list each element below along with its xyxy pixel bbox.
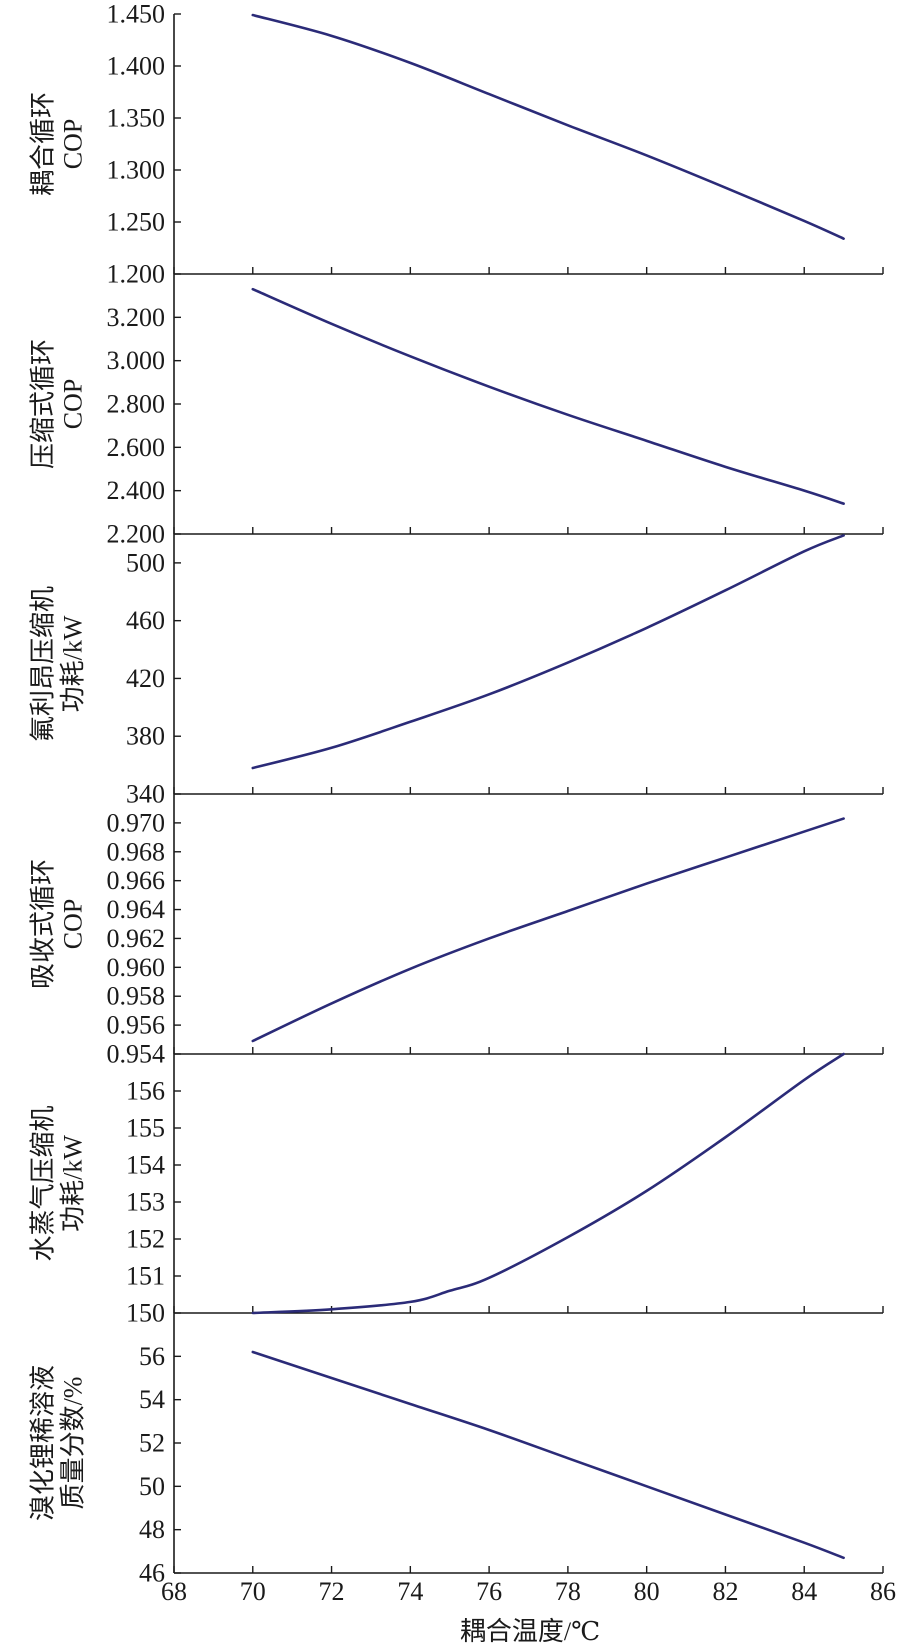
series-line xyxy=(251,1350,845,1560)
y-axis-label-line: COP xyxy=(58,899,87,950)
y-tick-label: 2.800 xyxy=(107,390,166,419)
y-tick-label: 2.400 xyxy=(107,476,166,505)
y-tick-label: 50 xyxy=(139,1472,165,1501)
panel-2: 2.200 2.400 2.600 2.800 3.000 3.200 压缩式循环COP xyxy=(28,274,884,549)
y-tick-label: 154 xyxy=(126,1151,165,1180)
y-axis-label-line: 溴化锂稀溶液 xyxy=(28,1365,57,1521)
x-tick-label: 68 xyxy=(161,1577,187,1606)
y-tick-label: 0.958 xyxy=(107,982,166,1011)
y-tick-label: 0.970 xyxy=(107,808,166,837)
y-tick-label: 46 xyxy=(139,1559,165,1588)
x-tick-label: 82 xyxy=(712,1577,738,1606)
y-tick-label: 0.968 xyxy=(107,837,166,866)
y-tick-label: 156 xyxy=(126,1077,165,1106)
y-tick-label: 460 xyxy=(126,606,165,635)
y-tick-label: 48 xyxy=(139,1515,165,1544)
series-line xyxy=(251,13,845,240)
y-axis-label-line: COP xyxy=(58,119,87,170)
y-tick-label: 56 xyxy=(139,1342,165,1371)
panel-6: 46 48 50 52 54 56 溴化锂稀溶液质量分数/% xyxy=(28,1313,884,1588)
y-tick-label: 340 xyxy=(126,780,165,809)
y-tick-label: 420 xyxy=(126,664,165,693)
x-axis-label: 耦合温度/℃ xyxy=(460,1617,600,1646)
y-tick-label: 1.300 xyxy=(107,156,166,185)
x-tick-label: 74 xyxy=(397,1577,423,1606)
y-tick-label: 1.400 xyxy=(107,52,166,81)
y-axis-label: 压缩式循环COP xyxy=(28,339,87,469)
y-tick-label: 1.250 xyxy=(107,208,166,237)
y-axis-label-line: 吸收式循环 xyxy=(28,859,57,989)
x-tick-label: 84 xyxy=(791,1577,817,1606)
chart-panels: 1.2001.2501.3001.3501.4001.450耦合循环COP2.2… xyxy=(28,0,884,1588)
panel-3: 340 380 420 460 500 氟利昂压缩机功耗/kW xyxy=(28,534,884,809)
y-tick-label: 3.000 xyxy=(107,346,166,375)
panel-5: 150 151 152 153 154 155 156 水蒸气压缩机功耗/kW xyxy=(28,1052,884,1328)
y-axis-label: 氟利昂压缩机功耗/kW xyxy=(28,586,87,742)
y-axis-label: 溴化锂稀溶液质量分数/% xyxy=(28,1365,87,1521)
y-axis-label-line: 功耗/kW xyxy=(58,1135,87,1232)
y-tick-label: 0.954 xyxy=(107,1040,166,1069)
y-tick-label: 2.600 xyxy=(107,433,166,462)
x-tick-label: 76 xyxy=(476,1577,502,1606)
y-axis-label-line: 水蒸气压缩机 xyxy=(28,1105,57,1261)
series-line xyxy=(251,1052,845,1315)
y-tick-label: 3.200 xyxy=(107,303,166,332)
y-tick-label: 0.964 xyxy=(107,895,166,924)
y-tick-label: 0.960 xyxy=(107,953,166,982)
series-line xyxy=(251,817,845,1043)
y-tick-label: 1.450 xyxy=(107,0,166,29)
y-axis-label-line: 压缩式循环 xyxy=(28,339,57,469)
y-tick-label: 153 xyxy=(126,1188,165,1217)
y-tick-label: 150 xyxy=(126,1299,165,1328)
y-axis-label: 水蒸气压缩机功耗/kW xyxy=(28,1105,87,1261)
x-axis: 68 70 72 74 76 78 80 82 84 86 xyxy=(161,1577,896,1606)
y-tick-label: 0.956 xyxy=(107,1011,166,1040)
y-tick-label: 500 xyxy=(126,548,165,577)
panel-4: 0.9540.9560.9580.9600.9620.9640.9660.968… xyxy=(28,794,884,1069)
series-line xyxy=(251,287,845,505)
x-tick-label: 70 xyxy=(240,1577,266,1606)
y-tick-label: 1.350 xyxy=(107,104,166,133)
y-tick-label: 155 xyxy=(126,1114,165,1143)
y-axis-label-line: 耦合循环 xyxy=(28,92,57,196)
y-axis-label-line: 氟利昂压缩机 xyxy=(28,586,57,742)
y-axis-label: 耦合循环COP xyxy=(28,92,87,196)
x-tick-label: 80 xyxy=(634,1577,660,1606)
y-tick-label: 52 xyxy=(139,1429,165,1458)
y-tick-label: 2.200 xyxy=(107,520,166,549)
y-axis-label-line: 功耗/kW xyxy=(58,615,87,712)
y-tick-label: 151 xyxy=(126,1262,165,1291)
series-line xyxy=(251,534,845,770)
y-axis-label-line: 质量分数/% xyxy=(58,1377,87,1510)
y-tick-label: 380 xyxy=(126,722,165,751)
y-tick-label: 1.200 xyxy=(107,260,166,289)
y-tick-label: 0.962 xyxy=(107,924,166,953)
y-axis-label-line: COP xyxy=(58,379,87,430)
y-axis-label: 吸收式循环COP xyxy=(28,859,87,989)
x-tick-label: 86 xyxy=(870,1577,896,1606)
panel-1: 1.200 1.250 1.300 1.350 1.400 1.450 耦合循环COP xyxy=(28,0,884,289)
y-tick-label: 152 xyxy=(126,1225,165,1254)
x-tick-label: 78 xyxy=(555,1577,581,1606)
y-tick-label: 0.966 xyxy=(107,866,166,895)
x-tick-label: 72 xyxy=(319,1577,345,1606)
y-tick-label: 54 xyxy=(139,1385,165,1414)
